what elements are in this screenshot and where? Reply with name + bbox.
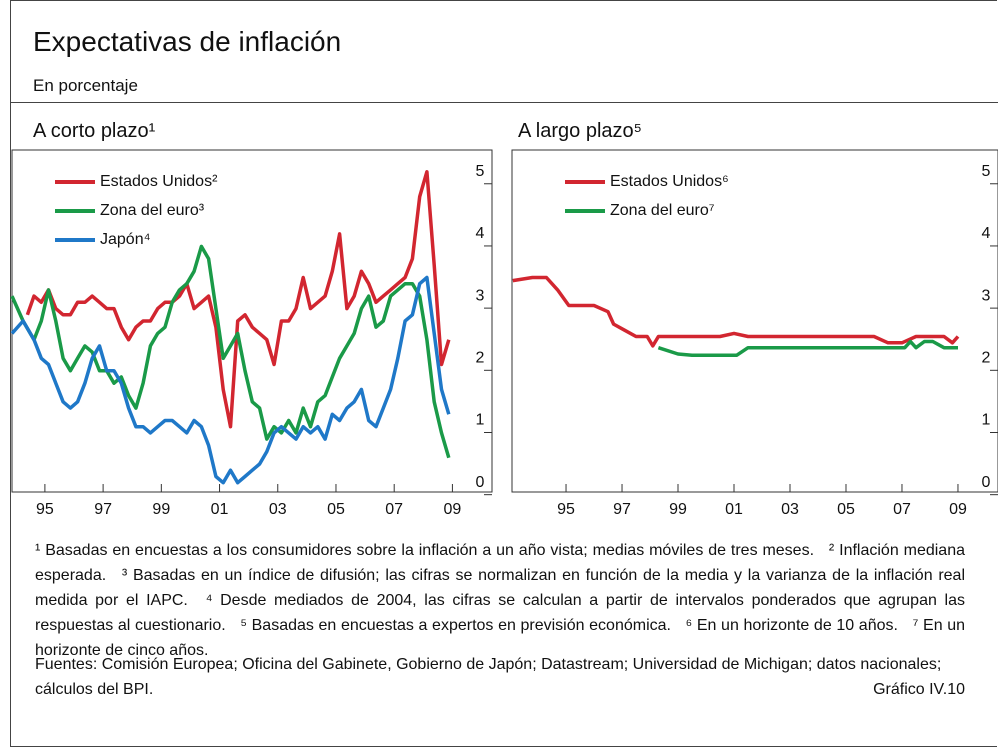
footnotes: ¹ Basadas en encuestas a los consumidore…	[35, 538, 965, 663]
series-line	[657, 339, 958, 357]
x-tick-label: 01	[725, 501, 743, 518]
subtitle: En porcentaje	[33, 76, 138, 95]
footnote: ⁶ En un horizonte de 10 años.	[685, 617, 898, 634]
x-tick-label: 03	[269, 501, 287, 518]
y-tick-label: 4	[476, 225, 485, 242]
series-line	[10, 275, 451, 485]
y-tick-label: 5	[982, 163, 991, 180]
x-tick-label: 07	[385, 501, 403, 518]
plot-frame	[511, 149, 998, 493]
footnote: ¹ Basadas en encuestas a los consumidore…	[35, 542, 815, 559]
y-tick-label: 4	[982, 225, 991, 242]
x-tick-label: 99	[669, 501, 687, 518]
x-tick-label: 97	[94, 501, 112, 518]
x-tick-label: 09	[949, 501, 967, 518]
series-line	[512, 275, 960, 348]
footnote: ² Inflación mediana esperada.	[35, 542, 965, 584]
y-tick-label: 2	[982, 350, 991, 367]
y-tick-label: 2	[476, 350, 485, 367]
footnote: ³ Basadas en un índice de difusión; las …	[35, 567, 966, 609]
legend-label: Zona del euro⁷	[610, 202, 715, 219]
legend-label: Estados Unidos⁶	[610, 173, 729, 190]
x-tick-label: 95	[36, 501, 54, 518]
separator	[10, 102, 998, 103]
footnote: ⁵ Basadas en encuestas a expertos en pre…	[240, 617, 671, 634]
x-tick-label: 01	[211, 501, 229, 518]
sources: Fuentes: Comisión Europea; Oficina del G…	[35, 656, 942, 698]
plot-frame	[11, 149, 493, 493]
legend-label: Japón⁴	[100, 231, 151, 248]
y-tick-label: 1	[982, 412, 991, 429]
panel-title: A largo plazo⁵	[518, 120, 642, 142]
series-line	[10, 244, 451, 459]
y-tick-label: 0	[476, 474, 485, 491]
x-tick-label: 05	[837, 501, 855, 518]
x-tick-label: 03	[781, 501, 799, 518]
y-tick-label: 3	[982, 287, 991, 304]
y-tick-label: 5	[476, 163, 485, 180]
legend-label: Zona del euro³	[100, 202, 205, 219]
x-tick-label: 99	[152, 501, 170, 518]
x-tick-label: 95	[557, 501, 575, 518]
footnote: ⁴ Desde mediados de 2004, las cifras se …	[35, 592, 965, 634]
x-tick-label: 09	[444, 501, 462, 518]
legend-label: Estados Unidos²	[100, 173, 218, 190]
x-tick-label: 05	[327, 501, 345, 518]
title: Expectativas de inflación	[33, 26, 342, 57]
footnote: ⁷ En un horizonte de cinco años.	[35, 617, 966, 659]
series-line	[25, 170, 451, 429]
frame	[10, 0, 997, 747]
chart-id: Gráfico IV.10	[873, 681, 965, 698]
x-tick-label: 97	[613, 501, 631, 518]
y-tick-label: 0	[982, 474, 991, 491]
y-tick-label: 1	[476, 412, 485, 429]
x-tick-label: 07	[893, 501, 911, 518]
panel-title: A corto plazo¹	[33, 120, 156, 142]
y-tick-label: 3	[476, 287, 485, 304]
